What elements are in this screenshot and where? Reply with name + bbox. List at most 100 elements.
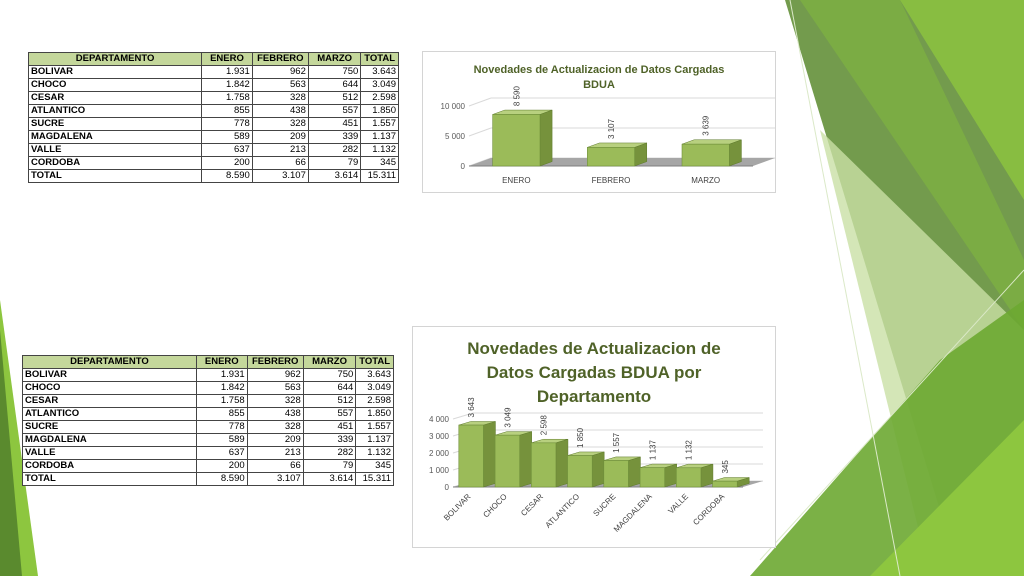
value-cell: 644: [307, 78, 362, 92]
value-cell: 1.931: [201, 65, 253, 79]
department-cell: BOLIVAR: [22, 368, 197, 382]
value-cell: 1.132: [360, 143, 399, 157]
value-cell: 855: [195, 407, 248, 421]
value-cell: 2.598: [360, 91, 399, 105]
bar-side: [539, 109, 553, 167]
department-cell: BOLIVAR: [27, 65, 203, 79]
value-cell: 15.311: [355, 472, 394, 486]
value-cell: 3.049: [360, 78, 399, 92]
value-cell: 345: [355, 459, 394, 473]
x-category-label: MAGDALENA: [612, 492, 654, 534]
data-label: 1 132: [685, 440, 694, 461]
bar-side: [628, 456, 641, 488]
value-cell: 209: [251, 130, 309, 144]
value-cell: 3.614: [302, 472, 357, 486]
column-header: FEBRERO: [246, 355, 304, 369]
bar: [639, 467, 666, 488]
value-cell: 451: [307, 117, 362, 131]
value-cell: 79: [307, 156, 362, 170]
value-cell: 213: [246, 446, 304, 460]
table-row: BOLIVAR 1.931 962 750 3.643: [27, 65, 399, 79]
gridline: [452, 412, 474, 420]
value-cell: 328: [246, 394, 304, 408]
value-cell: 438: [246, 407, 304, 421]
table-row: TOTAL 8.590 3.107 3.614 15.311: [22, 472, 394, 486]
value-cell: 1.557: [360, 117, 399, 131]
x-category-label: VALLE: [666, 492, 690, 516]
y-tick-label: 5 000: [445, 132, 466, 141]
bar: [458, 424, 484, 488]
table-row: VALLE 637 213 282 1.132: [22, 446, 394, 460]
bar: [675, 467, 702, 488]
x-category-label: SUCRE: [591, 492, 617, 518]
value-cell: 644: [302, 381, 357, 395]
x-category-label: ATLANTICO: [544, 492, 582, 530]
value-cell: 962: [251, 65, 309, 79]
value-cell: 637: [195, 446, 248, 460]
deco-shape: [800, 0, 1024, 330]
data-label: 345: [721, 460, 730, 474]
data-label: 3 107: [607, 118, 616, 139]
y-tick-label: 2 000: [429, 449, 450, 458]
table-row: CHOCO 1.842 563 644 3.049: [27, 78, 399, 92]
bar: [494, 434, 521, 488]
deco-shape: [900, 0, 1024, 200]
value-cell: 962: [246, 368, 304, 382]
value-cell: 1.850: [355, 407, 394, 421]
bar-side: [555, 438, 569, 488]
y-tick-label: 3 000: [429, 432, 450, 441]
table-row: MAGDALENA 589 209 339 1.137: [27, 130, 399, 144]
data-label: 1 137: [648, 440, 657, 461]
value-cell: 2.598: [355, 394, 394, 408]
value-cell: 1.931: [195, 368, 248, 382]
department-cell: CESAR: [22, 394, 197, 408]
value-cell: 750: [307, 65, 362, 79]
value-cell: 563: [251, 78, 309, 92]
value-cell: 1.137: [355, 433, 394, 447]
table-row: CORDOBA 200 66 79 345: [22, 459, 394, 473]
department-cell: SUCRE: [22, 420, 197, 434]
table-row: ATLANTICO 855 438 557 1.850: [27, 104, 399, 118]
data-label: 3 643: [467, 397, 476, 418]
bar: [567, 455, 593, 488]
bar: [531, 442, 557, 488]
value-cell: 1.557: [355, 420, 394, 434]
value-cell: 750: [302, 368, 357, 382]
value-cell: 79: [302, 459, 357, 473]
column-header: DEPARTAMENTO: [22, 355, 197, 369]
gridline: [468, 97, 492, 107]
value-cell: 512: [307, 91, 362, 105]
value-cell: 282: [307, 143, 362, 157]
value-cell: 8.590: [195, 472, 248, 486]
department-cell: MAGDALENA: [22, 433, 197, 447]
table-row: BOLIVAR 1.931 962 750 3.643: [22, 368, 394, 382]
x-category-label: CORDOBA: [691, 492, 726, 527]
value-cell: 328: [251, 91, 309, 105]
value-cell: 3.107: [246, 472, 304, 486]
value-cell: 345: [360, 156, 399, 170]
value-cell: 557: [307, 104, 362, 118]
bar: [712, 480, 738, 488]
y-tick-label: 0: [445, 483, 450, 492]
value-cell: 328: [251, 117, 309, 131]
table-row: CESAR 1.758 328 512 2.598: [27, 91, 399, 105]
department-cell: CORDOBA: [22, 459, 197, 473]
department-cell: ATLANTICO: [27, 104, 203, 118]
data-table-bottom: DEPARTAMENTO ENERO FEBRERO MARZO TOTAL BOLIVA…: [22, 355, 394, 486]
value-cell: 66: [251, 156, 309, 170]
value-cell: 328: [246, 420, 304, 434]
x-category-label: CHOCO: [481, 492, 508, 519]
column-header: FEBRERO: [251, 52, 309, 66]
value-cell: 3.049: [355, 381, 394, 395]
bar-side: [483, 421, 496, 488]
chart-by-department: Novedades de Actualizacion de Datos Carga…: [412, 326, 776, 548]
table-row: VALLE 637 213 282 1.132: [27, 143, 399, 157]
y-tick-label: 4 000: [429, 415, 450, 424]
value-cell: 1.842: [195, 381, 248, 395]
value-cell: 339: [302, 433, 357, 447]
value-cell: 563: [246, 381, 304, 395]
department-cell: CESAR: [27, 91, 203, 105]
data-table-top: DEPARTAMENTO ENERO FEBRERO MARZO TOTAL BOLIVA…: [27, 52, 399, 183]
deco-line: [759, 269, 1024, 561]
chart-title: Datos Cargadas BDUA por: [487, 363, 702, 382]
